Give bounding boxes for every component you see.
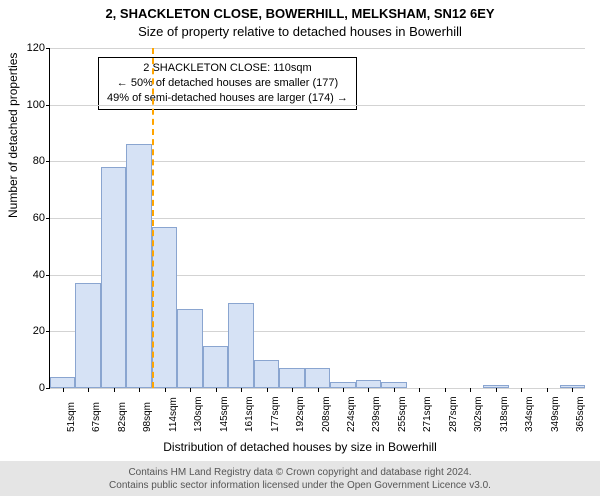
x-tick-label: 318sqm — [499, 396, 510, 432]
x-tick-mark — [165, 388, 166, 392]
x-tick-label: 334sqm — [524, 396, 535, 432]
footer: Contains HM Land Registry data © Crown c… — [0, 461, 600, 496]
x-tick-label: 208sqm — [321, 396, 332, 432]
x-tick-label: 177sqm — [270, 396, 281, 432]
x-tick-label: 145sqm — [219, 396, 230, 432]
x-tick-label: 349sqm — [550, 396, 561, 432]
x-tick-label: 287sqm — [448, 396, 459, 432]
property-marker-line — [152, 48, 155, 388]
annotation-line-3: 49% of semi-detached houses are larger (… — [107, 91, 348, 106]
y-tick-mark — [46, 105, 50, 106]
x-tick-mark — [419, 388, 420, 392]
x-tick-label: 67sqm — [91, 402, 102, 432]
x-tick-mark — [394, 388, 395, 392]
histogram-bar — [254, 360, 279, 388]
footer-line-2: Contains public sector information licen… — [0, 479, 600, 492]
x-tick-mark — [547, 388, 548, 392]
histogram-bar — [126, 144, 151, 388]
annotation-box: 2 SHACKLETON CLOSE: 110sqm ← 50% of deta… — [98, 57, 357, 110]
histogram-bar — [101, 167, 126, 388]
histogram-bar — [203, 346, 228, 389]
x-tick-label: 130sqm — [193, 396, 204, 432]
x-tick-label: 98sqm — [142, 402, 153, 432]
histogram-bar — [177, 309, 202, 388]
x-tick-mark — [292, 388, 293, 392]
x-tick-label: 255sqm — [397, 396, 408, 432]
x-tick-mark — [572, 388, 573, 392]
y-tick-label: 40 — [5, 269, 45, 281]
x-tick-mark — [241, 388, 242, 392]
histogram-bar — [228, 303, 253, 388]
histogram-bar — [279, 368, 304, 388]
x-tick-mark — [216, 388, 217, 392]
annotation-line-2: ← 50% of detached houses are smaller (17… — [107, 76, 348, 91]
histogram-bar — [152, 227, 177, 389]
y-tick-mark — [46, 388, 50, 389]
y-tick-label: 120 — [5, 42, 45, 54]
gridline — [50, 48, 585, 49]
gridline — [50, 105, 585, 106]
y-tick-label: 80 — [5, 155, 45, 167]
y-tick-label: 0 — [5, 382, 45, 394]
x-tick-mark — [267, 388, 268, 392]
plot-area: 2 SHACKLETON CLOSE: 110sqm ← 50% of deta… — [50, 48, 585, 388]
y-tick-label: 100 — [5, 99, 45, 111]
x-tick-label: 302sqm — [473, 396, 484, 432]
y-tick-label: 20 — [5, 325, 45, 337]
y-axis-title: Number of detached properties — [6, 53, 20, 218]
x-tick-mark — [139, 388, 140, 392]
x-tick-mark — [88, 388, 89, 392]
x-tick-mark — [368, 388, 369, 392]
histogram-bar — [75, 283, 100, 388]
x-tick-mark — [318, 388, 319, 392]
y-tick-mark — [46, 275, 50, 276]
x-tick-label: 271sqm — [422, 396, 433, 432]
x-tick-label: 114sqm — [168, 397, 179, 432]
canvas: 2, SHACKLETON CLOSE, BOWERHILL, MELKSHAM… — [0, 0, 600, 500]
x-tick-label: 82sqm — [117, 402, 128, 432]
x-tick-mark — [63, 388, 64, 392]
x-tick-mark — [521, 388, 522, 392]
x-tick-label: 224sqm — [346, 396, 357, 432]
x-tick-mark — [343, 388, 344, 392]
x-tick-label: 365sqm — [575, 396, 586, 432]
x-axis-title: Distribution of detached houses by size … — [0, 440, 600, 454]
annotation-line-1: 2 SHACKLETON CLOSE: 110sqm — [107, 61, 348, 76]
y-tick-mark — [46, 331, 50, 332]
chart-title: 2, SHACKLETON CLOSE, BOWERHILL, MELKSHAM… — [0, 6, 600, 21]
x-tick-mark — [114, 388, 115, 392]
x-tick-mark — [445, 388, 446, 392]
x-tick-label: 51sqm — [66, 402, 77, 432]
x-tick-label: 239sqm — [371, 396, 382, 432]
y-tick-mark — [46, 48, 50, 49]
histogram-bar — [356, 380, 381, 389]
footer-line-1: Contains HM Land Registry data © Crown c… — [0, 466, 600, 479]
y-tick-label: 60 — [5, 212, 45, 224]
histogram-bar — [50, 377, 75, 388]
x-tick-label: 192sqm — [295, 396, 306, 432]
x-tick-mark — [190, 388, 191, 392]
chart-subtitle: Size of property relative to detached ho… — [0, 24, 600, 39]
x-tick-label: 161sqm — [244, 396, 255, 432]
x-tick-mark — [496, 388, 497, 392]
histogram-bar — [305, 368, 330, 388]
y-tick-mark — [46, 161, 50, 162]
x-tick-mark — [470, 388, 471, 392]
y-tick-mark — [46, 218, 50, 219]
